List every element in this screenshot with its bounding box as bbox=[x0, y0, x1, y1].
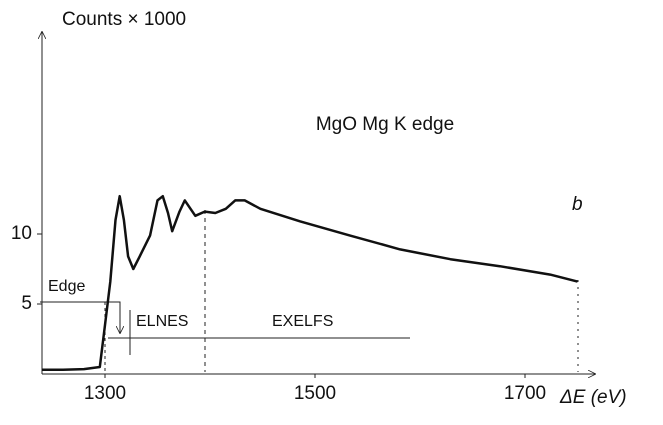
annotation: ELNES bbox=[136, 313, 188, 330]
panel-label: b bbox=[572, 194, 583, 215]
y-tick-label: 5 bbox=[21, 293, 32, 314]
chart-title: MgO Mg K edge bbox=[316, 114, 454, 135]
region-markers bbox=[40, 210, 579, 372]
y-axis-label: Counts × 1000 bbox=[62, 9, 186, 30]
x-axis-label: ΔE (eV) bbox=[559, 387, 627, 408]
x-tick-label: 1300 bbox=[84, 383, 126, 404]
annotation: Edge bbox=[48, 278, 85, 295]
annotation: EXELFS bbox=[272, 313, 333, 330]
data-line bbox=[42, 194, 578, 372]
x-tick-label: 1500 bbox=[294, 383, 336, 404]
y-tick-label: 10 bbox=[11, 223, 32, 244]
x-tick-label: 1700 bbox=[504, 383, 546, 404]
